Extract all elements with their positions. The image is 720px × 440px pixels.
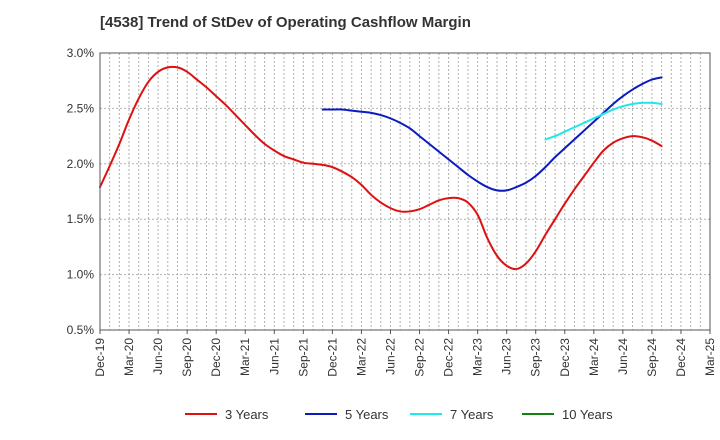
x-tick-label: Mar-20 [122, 338, 136, 376]
plot-frame [99, 52, 711, 331]
x-tick-label: Jun-22 [383, 338, 397, 375]
legend-label-7-years: 7 Years [450, 407, 494, 422]
x-tick-label: Dec-24 [674, 338, 688, 377]
axes: 0.5% 1.0% 1.5% 2.0% 2.5% 3.0% Dec-19 Mar-20 Jun-… [67, 46, 717, 377]
chart-title: [4538] Trend of StDev of Operating Cashf… [100, 14, 471, 31]
legend-label-3-years: 3 Years [225, 407, 269, 422]
x-tick-label: Dec-20 [209, 338, 223, 377]
x-tick-label: Jun-24 [616, 338, 630, 375]
x-tick-label: Mar-23 [471, 338, 485, 376]
x-tick-label: Mar-21 [238, 338, 252, 376]
x-tick-label: Sep-23 [529, 338, 543, 377]
series-lines [99, 65, 663, 271]
series-line-7-years [544, 101, 663, 141]
x-tick-label: Dec-21 [325, 338, 339, 377]
legend-label-5-years: 5 Years [345, 407, 389, 422]
y-tick-label: 1.0% [67, 268, 95, 282]
x-tick-label: Dec-23 [558, 338, 572, 377]
x-tick-label: Jun-23 [500, 338, 514, 375]
series-line-3-years [99, 65, 663, 271]
y-tick-label: 3.0% [67, 46, 95, 60]
x-tick-label: Dec-22 [442, 338, 456, 377]
x-tick-label: Dec-19 [93, 338, 107, 377]
x-tick-label: Mar-22 [354, 338, 368, 376]
x-tick-label: Mar-24 [587, 338, 601, 376]
x-tick-label: Mar-25 [703, 338, 717, 376]
grid-lines [99, 52, 711, 331]
x-tick-label: Sep-20 [180, 338, 194, 377]
x-tick-label: Sep-22 [413, 338, 427, 377]
y-tick-label: 1.5% [67, 212, 95, 226]
series-line-5-years [321, 76, 663, 192]
x-tick-label: Jun-21 [267, 338, 281, 375]
y-tick-label: 0.5% [67, 323, 95, 337]
x-tick-label: Jun-20 [151, 338, 165, 375]
x-tick-label: Sep-24 [645, 338, 659, 377]
y-tick-label: 2.0% [67, 157, 95, 171]
legend-label-10-years: 10 Years [562, 407, 613, 422]
legend: 3 Years 5 Years 7 Years 10 Years [185, 407, 613, 422]
x-tick-label: Sep-21 [296, 338, 310, 377]
y-tick-label: 2.5% [67, 101, 95, 115]
